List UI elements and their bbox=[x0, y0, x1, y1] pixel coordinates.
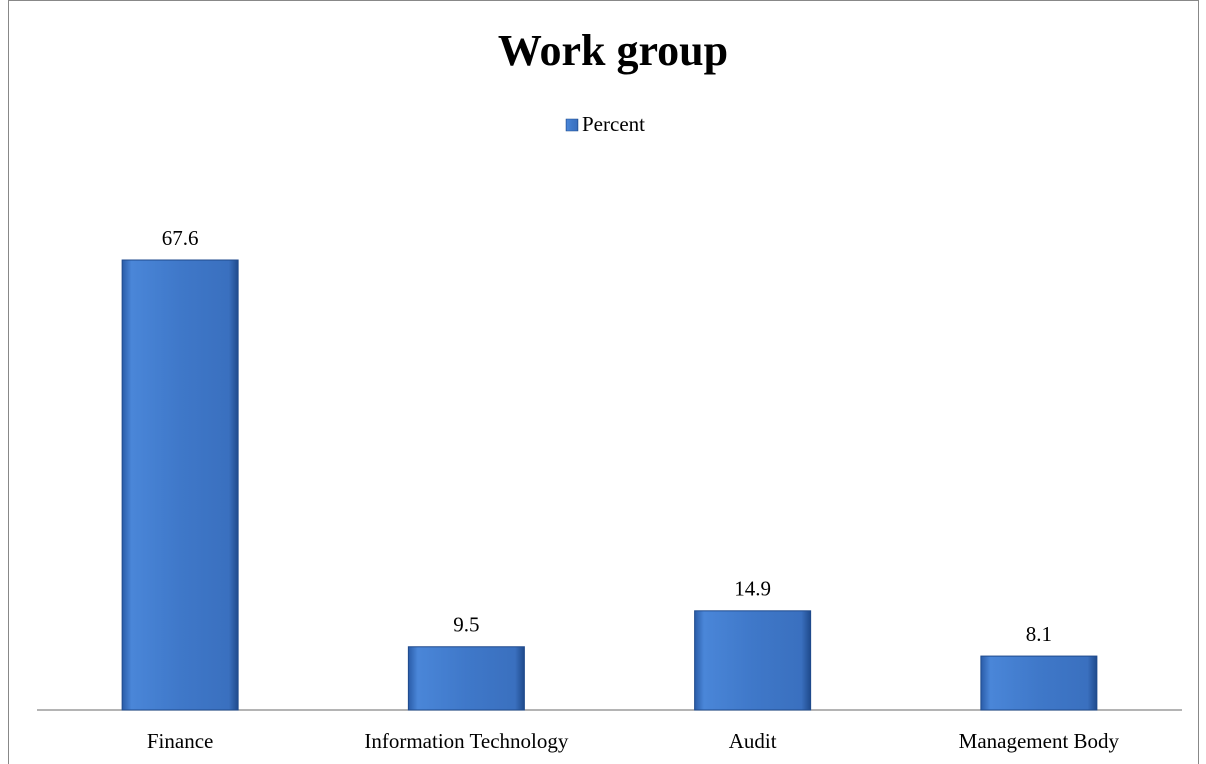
data-label: 9.5 bbox=[453, 613, 479, 637]
chart-title: Work group bbox=[498, 26, 728, 75]
bar bbox=[694, 610, 812, 711]
x-tick-label: Management Body bbox=[959, 729, 1120, 753]
bar bbox=[121, 259, 239, 711]
data-label: 14.9 bbox=[734, 577, 771, 601]
x-tick-label: Information Technology bbox=[364, 729, 569, 753]
data-label: 8.1 bbox=[1026, 622, 1052, 646]
legend-label: Percent bbox=[582, 112, 645, 136]
bar bbox=[980, 655, 1098, 711]
bar bbox=[407, 646, 525, 711]
x-tick-label: Audit bbox=[729, 729, 777, 753]
x-tick-label: Finance bbox=[147, 729, 213, 753]
data-label: 67.6 bbox=[162, 226, 199, 250]
chart-frame bbox=[8, 0, 1199, 764]
legend-swatch bbox=[565, 118, 579, 132]
